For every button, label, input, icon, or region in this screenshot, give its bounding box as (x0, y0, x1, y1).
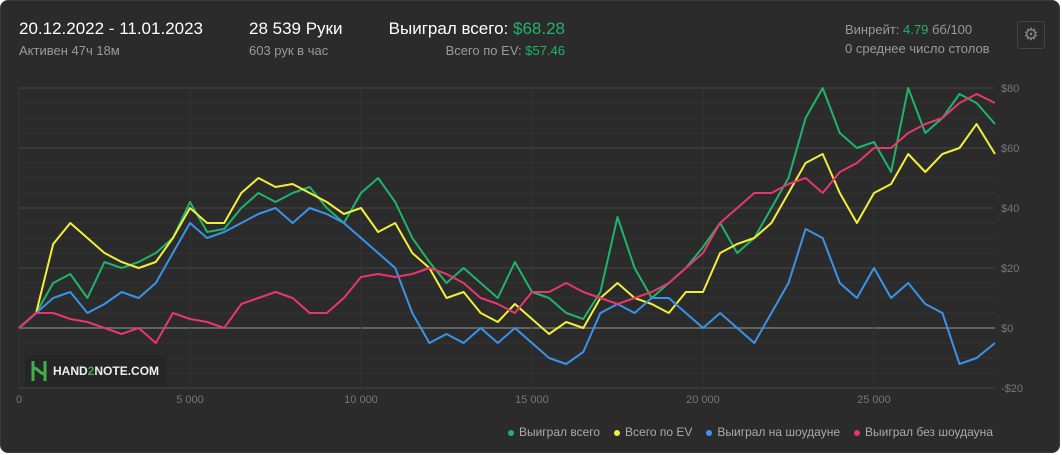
won-value: $68.28 (513, 19, 565, 38)
y-tick-label: $80 (1001, 83, 1019, 95)
x-tick-label: 25 000 (857, 394, 891, 406)
x-tick-label: 15 000 (515, 394, 549, 406)
legend-label: Всего по EV (625, 425, 693, 439)
active-time: Активен 47ч 18м (19, 43, 120, 58)
y-tick-label: $60 (1001, 143, 1019, 155)
ev-total: Всего по EV: $57.46 (446, 43, 565, 58)
logo-icon (31, 361, 47, 381)
chart: 0 5 000 10 000 15 000 20 000 25 000 $80 $60 $40 $… (16, 83, 1023, 406)
gear-icon[interactable]: ⚙ (1017, 21, 1045, 49)
hand2note-logo: HAND2NOTE.COM (25, 355, 167, 387)
winrate-unit: бб/100 (928, 22, 973, 37)
winrate: Винрейт: 4.79 бб/100 (845, 22, 972, 37)
legend-label: Выиграл всего (518, 425, 601, 439)
hands-count: 28 539 Руки (249, 19, 343, 38)
y-tick-label: $40 (1001, 203, 1019, 215)
legend-item[interactable]: Выиграл на шоудауне (706, 425, 840, 439)
y-tick-label: -$20 (1001, 383, 1023, 395)
winrate-value: 4.79 (903, 22, 929, 37)
legend-item[interactable]: Выиграл всего (507, 425, 601, 439)
date-range: 20.12.2022 - 11.01.2023 (19, 19, 204, 38)
winrate-label: Винрейт: (845, 22, 904, 37)
series-line (18, 93, 996, 344)
series-line (18, 123, 996, 335)
series-line (18, 207, 996, 365)
x-tick-label: 0 (16, 394, 22, 406)
legend-label: Выиграл без шоудауна (865, 425, 993, 439)
ev-label: Всего по EV: (445, 43, 526, 58)
hands-per-hour: 603 рук в час (249, 43, 329, 58)
legend-dot (854, 429, 860, 436)
x-tick-label: 20 000 (686, 394, 720, 406)
won-total: Выиграл всего: $68.28 (389, 19, 565, 39)
legend-item[interactable]: Выиграл без шоудауна (854, 425, 993, 439)
ev-value: $57.46 (525, 43, 565, 58)
avg-tables: 0 среднее число столов (845, 41, 990, 56)
legend-item[interactable]: Всего по EV (614, 425, 692, 439)
won-label: Выиграл всего: (388, 19, 513, 38)
legend-dot (706, 429, 713, 436)
y-tick-label: $20 (1001, 263, 1019, 275)
legend-dot (614, 429, 621, 436)
legend-dot (507, 429, 514, 436)
legend-label: Выиграл на шоудауне (717, 425, 840, 439)
x-tick-label: 5 000 (176, 394, 204, 406)
series-line (18, 87, 996, 329)
y-tick-label: $0 (1001, 323, 1013, 335)
legend: Выиграл всего Всего по EV Выиграл на шоуда… (507, 425, 993, 439)
x-tick-label: 10 000 (344, 394, 378, 406)
